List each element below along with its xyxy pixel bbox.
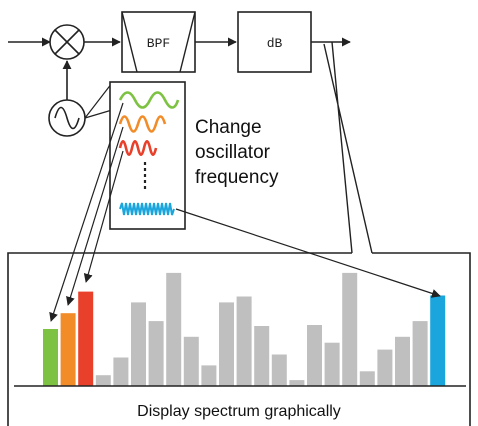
spectrum-bar [271,354,287,386]
spectrum-bar [219,302,234,386]
red-mapping-arrow [83,150,124,283]
mixer-icon [49,24,85,60]
db-block: dB [237,11,312,73]
spectrum-bar [78,291,94,386]
display-caption: Display spectrum graphically [137,403,341,420]
spectrum-bar [395,336,410,386]
spectrum-bar [359,371,375,387]
orange-mapping-arrow [66,126,124,306]
spectrum-bar [324,342,340,386]
note-line-2: oscillator [195,142,271,163]
display-funnel [323,41,373,254]
spectrum-bar [307,325,322,386]
wave-green-icon [118,91,180,109]
spectrum-bar [95,375,111,386]
blue-mapping-arrow [175,208,441,298]
spectrum-bar [43,329,58,386]
spectrum-bar [166,272,182,386]
wave-orange-icon [118,115,167,133]
wave-red-icon [118,139,158,157]
spectrum-bar [412,321,428,386]
spectrum-bar [183,336,199,386]
spectrum-bars [43,272,446,387]
oscillator-callout-lower [84,109,113,119]
bpf-block: BPF [121,11,196,73]
spectrum-bar [254,326,270,386]
oscillator-icon [48,99,86,137]
note-line-1: Change [195,117,262,138]
spectrum-bar [131,302,146,386]
display-box [7,252,471,426]
spectrum-bar [430,295,446,386]
oscillator-callout-upper [84,82,113,119]
bpf-label: BPF [147,36,170,51]
spectrum-bar [377,349,393,386]
spectrum-bar [201,365,217,386]
green-mapping-arrow [49,102,124,322]
spectrum-bar [148,321,164,386]
spectrum-bar [342,272,358,386]
note-line-3: frequency [195,167,279,188]
spectrum-bar [113,357,129,386]
spectrum-bar [236,296,252,386]
db-label: dB [267,36,283,51]
spectrum-bar [60,313,76,386]
spectrum-bar [289,380,305,386]
wave-blue-icon [119,202,175,216]
